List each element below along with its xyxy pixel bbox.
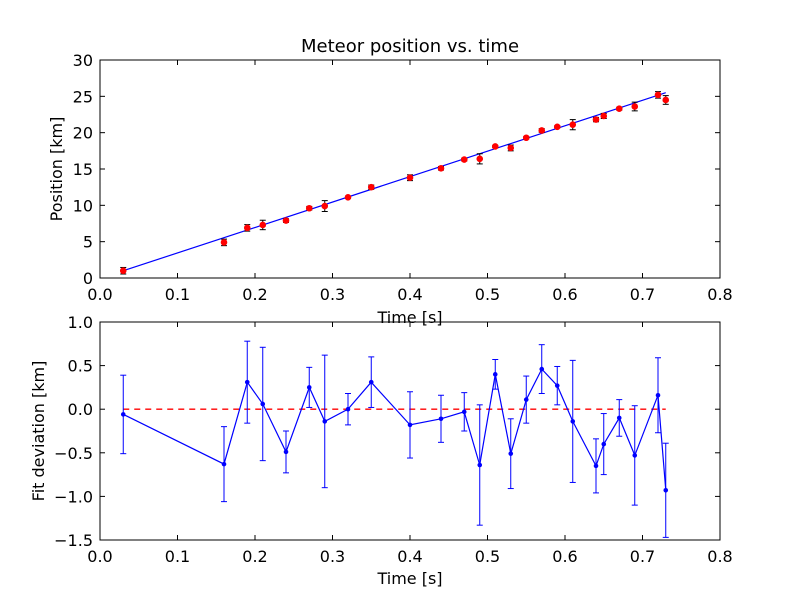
deviation-x-tick-label: 0.2 — [242, 547, 267, 566]
deviation-point — [244, 379, 250, 385]
deviation-y-axis-label: Fit deviation [km] — [29, 361, 48, 502]
deviation-point — [283, 449, 289, 455]
deviation-marks — [120, 340, 669, 538]
deviation-point — [368, 379, 374, 385]
deviation-point — [345, 406, 351, 412]
deviation-y-tick-label: −1.0 — [54, 487, 93, 506]
deviation-point — [461, 409, 467, 415]
deviation-point — [632, 453, 638, 458]
deviation-point — [523, 397, 529, 402]
deviation-point — [477, 462, 483, 468]
deviation-point — [601, 441, 607, 447]
deviation-x-axis-label: Time [s] — [376, 569, 442, 588]
deviation-x-tick-label: 0.7 — [630, 547, 655, 566]
deviation-y-tick-label: 0.0 — [68, 400, 93, 419]
deviation-point — [260, 401, 266, 407]
position-x-tick-label: 0.7 — [630, 285, 655, 304]
deviation-y-tick-label: −0.5 — [54, 444, 93, 463]
deviation-point — [508, 451, 514, 456]
position-point — [569, 121, 577, 128]
deviation-y-tick-label: 1.0 — [68, 313, 93, 332]
deviation-x-tick-label: 0.3 — [320, 547, 345, 566]
position-y-axis-label: Position [km] — [47, 117, 66, 222]
position-y-tick-label: 5 — [83, 233, 93, 252]
position-marks — [119, 91, 670, 275]
position-point — [243, 224, 251, 232]
deviation-x-tick-label: 0.6 — [552, 547, 577, 566]
position-point — [282, 217, 290, 224]
position-point — [367, 183, 375, 191]
position-x-tick-label: 0.0 — [87, 285, 112, 304]
position-x-tick-label: 0.5 — [475, 285, 500, 304]
deviation-chart: 0.0 0.1 0.2 0.3 0.4 0.5 0.6 0.7 0.8 −1.5 −1.0 −0.5 0… — [29, 313, 733, 588]
position-point — [538, 127, 546, 134]
position-point — [476, 155, 484, 163]
position-point — [344, 194, 352, 201]
deviation-point — [120, 412, 126, 417]
deviation-point — [492, 372, 498, 377]
position-y-tick-label: 15 — [73, 160, 93, 179]
position-chart: Meteor position vs. time 0.0 0.1 0.2 0.3 0.4… — [47, 36, 733, 327]
position-point — [654, 91, 662, 99]
position-y-tick-label: 20 — [73, 124, 93, 143]
deviation-x-tick-label: 0.8 — [707, 547, 732, 566]
deviation-point — [539, 366, 545, 372]
position-point — [507, 144, 515, 152]
deviation-point — [616, 415, 622, 421]
position-point — [460, 156, 468, 163]
position-plot-frame — [99, 59, 721, 279]
position-point — [631, 103, 639, 110]
position-x-tick-label: 0.2 — [242, 285, 267, 304]
deviation-tick-labels: 0.0 0.1 0.2 0.3 0.4 0.5 0.6 0.7 0.8 −1.5 −1.0 −0.5 0… — [54, 313, 733, 566]
position-tick-labels: 0.0 0.1 0.2 0.3 0.4 0.5 0.6 0.7 0.8 0 5 10 15 20 25 30 — [73, 51, 733, 304]
deviation-y-tick-label: −1.5 — [54, 531, 93, 550]
position-point — [437, 164, 445, 172]
position-y-tick-label: 0 — [83, 269, 93, 288]
fit-line — [123, 92, 666, 272]
position-x-tick-label: 0.1 — [165, 285, 190, 304]
deviation-point — [438, 416, 444, 422]
position-point — [553, 123, 561, 131]
position-point — [406, 174, 414, 182]
deviation-point — [593, 463, 599, 469]
position-x-tick-label: 0.3 — [320, 285, 345, 304]
deviation-x-tick-label: 0.5 — [475, 547, 500, 566]
position-point — [522, 134, 530, 142]
deviation-point — [407, 422, 413, 428]
position-y-tick-label: 25 — [73, 87, 93, 106]
position-y-tick-label: 30 — [73, 51, 93, 70]
chart-title: Meteor position vs. time — [301, 36, 519, 57]
position-y-tick-label: 10 — [73, 196, 93, 215]
position-x-tick-label: 0.8 — [707, 285, 732, 304]
deviation-point — [306, 385, 312, 390]
deviation-x-tick-label: 0.1 — [165, 547, 190, 566]
position-point — [592, 116, 600, 123]
deviation-y-tick-label: 0.5 — [68, 357, 93, 376]
position-point — [615, 105, 623, 112]
position-x-tick-label: 0.6 — [552, 285, 577, 304]
position-point — [220, 239, 228, 246]
deviation-point — [554, 383, 560, 388]
deviation-point — [663, 487, 669, 493]
position-x-tick-label: 0.4 — [397, 285, 422, 304]
position-point — [119, 267, 127, 275]
deviation-plot-frame — [99, 321, 721, 541]
position-point — [662, 96, 670, 104]
position-point — [305, 204, 313, 212]
position-point — [321, 202, 329, 210]
deviation-x-tick-label: 0.0 — [87, 547, 112, 566]
position-point — [600, 112, 608, 120]
position-point — [259, 221, 267, 229]
deviation-x-tick-label: 0.4 — [397, 547, 422, 566]
deviation-point — [221, 461, 227, 467]
position-point — [491, 143, 499, 150]
deviation-point — [322, 419, 328, 424]
deviation-point — [570, 419, 576, 424]
deviation-point — [655, 392, 661, 398]
